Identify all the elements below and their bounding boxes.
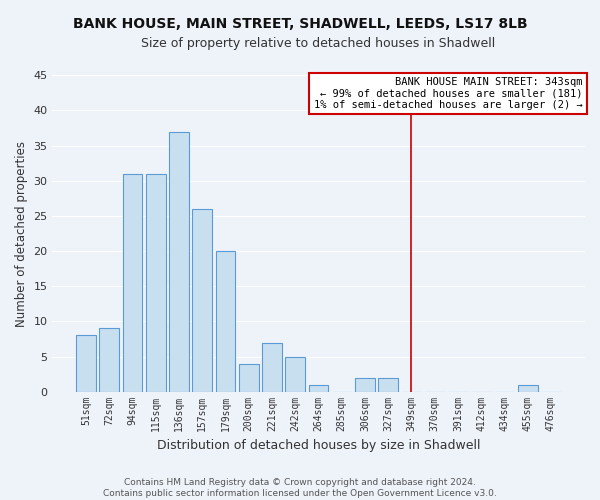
Bar	[378, 378, 398, 392]
Text: Contains HM Land Registry data © Crown copyright and database right 2024.
Contai: Contains HM Land Registry data © Crown c…	[103, 478, 497, 498]
Y-axis label: Number of detached properties: Number of detached properties	[15, 140, 28, 326]
Bar	[100, 328, 119, 392]
Text: BANK HOUSE, MAIN STREET, SHADWELL, LEEDS, LS17 8LB: BANK HOUSE, MAIN STREET, SHADWELL, LEEDS…	[73, 18, 527, 32]
Bar	[193, 209, 212, 392]
X-axis label: Distribution of detached houses by size in Shadwell: Distribution of detached houses by size …	[157, 440, 480, 452]
Bar	[215, 251, 235, 392]
Bar	[122, 174, 142, 392]
Title: Size of property relative to detached houses in Shadwell: Size of property relative to detached ho…	[141, 38, 496, 51]
Bar	[239, 364, 259, 392]
Bar	[76, 336, 96, 392]
Text: BANK HOUSE MAIN STREET: 343sqm
← 99% of detached houses are smaller (181)
1% of : BANK HOUSE MAIN STREET: 343sqm ← 99% of …	[314, 77, 583, 110]
Bar	[262, 342, 282, 392]
Bar	[518, 384, 538, 392]
Bar	[146, 174, 166, 392]
Bar	[308, 384, 328, 392]
Bar	[355, 378, 375, 392]
Bar	[169, 132, 189, 392]
Bar	[285, 356, 305, 392]
